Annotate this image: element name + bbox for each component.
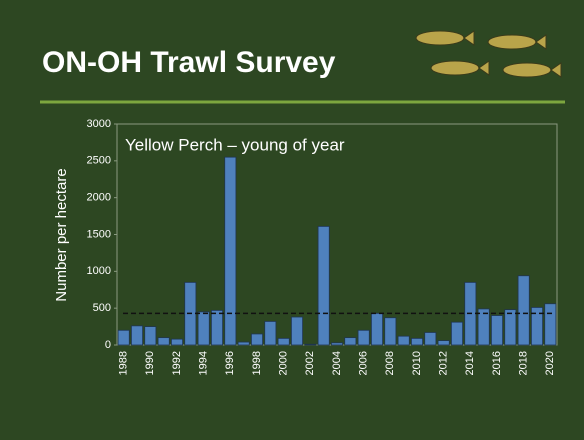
bar bbox=[531, 307, 544, 346]
x-tick-label: 2004 bbox=[331, 351, 343, 375]
x-tick-label: 1996 bbox=[224, 351, 236, 375]
bar bbox=[170, 338, 183, 346]
x-tick-label: 2018 bbox=[518, 351, 530, 375]
y-tick-label: 1000 bbox=[87, 265, 111, 277]
bar bbox=[384, 317, 397, 346]
x-tick-label: 1994 bbox=[198, 351, 210, 375]
y-tick-label: 0 bbox=[105, 339, 111, 351]
x-tick-label: 1998 bbox=[251, 351, 263, 375]
x-tick-label: 2000 bbox=[278, 351, 290, 375]
y-tick-label: 2500 bbox=[87, 155, 111, 167]
bar bbox=[424, 332, 437, 346]
bar bbox=[344, 337, 357, 346]
x-tick-label: 2016 bbox=[491, 351, 503, 375]
bar bbox=[517, 275, 530, 346]
x-tick-label: 1990 bbox=[144, 351, 156, 375]
x-tick-label: 2012 bbox=[438, 351, 450, 375]
bar bbox=[370, 312, 383, 346]
x-tick-label: 2008 bbox=[384, 351, 396, 375]
bar bbox=[397, 335, 410, 346]
x-tick-label: 2020 bbox=[544, 351, 556, 375]
bar bbox=[197, 311, 210, 346]
x-tick-label: 2002 bbox=[304, 351, 316, 375]
bar bbox=[224, 156, 237, 346]
fish-icons bbox=[415, 30, 562, 78]
chart-annotation: Yellow Perch – young of year bbox=[125, 135, 345, 154]
bar bbox=[237, 341, 250, 346]
bar bbox=[410, 337, 423, 346]
bar bbox=[117, 329, 130, 346]
bar bbox=[264, 321, 277, 346]
slide-title: ON-OH Trawl Survey bbox=[42, 46, 336, 79]
bar bbox=[504, 309, 517, 346]
bar bbox=[490, 315, 503, 346]
y-tick-label: 2000 bbox=[87, 192, 111, 204]
bar bbox=[290, 316, 303, 346]
y-tick-label: 500 bbox=[93, 302, 111, 314]
x-tick-label: 2010 bbox=[411, 351, 423, 375]
x-tick-label: 2014 bbox=[464, 351, 476, 375]
bar bbox=[437, 340, 450, 346]
bar bbox=[450, 321, 463, 346]
bar bbox=[357, 329, 370, 346]
x-tick-label: 2006 bbox=[358, 351, 370, 375]
bar bbox=[317, 225, 330, 346]
bar bbox=[130, 325, 143, 346]
bar bbox=[210, 309, 223, 346]
y-axis-label: Number per hectare bbox=[53, 168, 70, 301]
bar bbox=[477, 308, 490, 346]
bar bbox=[250, 333, 263, 346]
bar bbox=[144, 326, 157, 346]
bar bbox=[544, 303, 557, 346]
bar bbox=[157, 337, 170, 346]
x-tick-label: 1992 bbox=[171, 351, 183, 375]
y-tick-label: 3000 bbox=[87, 118, 111, 130]
bar bbox=[330, 342, 343, 346]
bar bbox=[304, 343, 317, 346]
bar bbox=[277, 337, 290, 346]
y-tick-label: 1500 bbox=[87, 228, 111, 240]
x-tick-label: 1988 bbox=[118, 351, 130, 375]
